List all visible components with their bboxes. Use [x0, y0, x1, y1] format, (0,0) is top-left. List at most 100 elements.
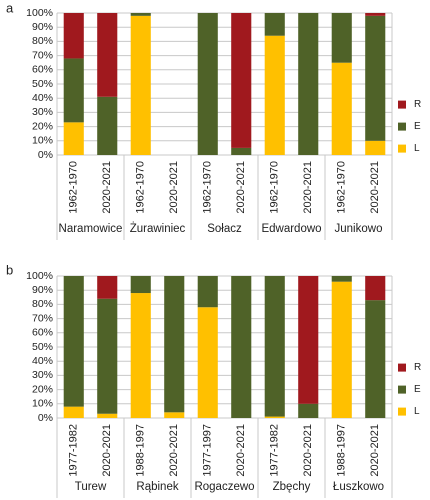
- x-tick-label: 2020-2021: [302, 424, 314, 477]
- x-tick-label: 1962-1970: [336, 161, 348, 214]
- bar-segment: [264, 276, 285, 417]
- group-label: Żurawiniec: [130, 222, 186, 235]
- bar-segment: [63, 58, 84, 123]
- x-tick-label: 1988-1997: [336, 424, 348, 477]
- y-tick-label: 90%: [32, 284, 53, 296]
- bar-segment: [197, 307, 218, 418]
- bar-segment: [331, 281, 352, 418]
- bar-segment: [63, 406, 84, 418]
- y-tick-label: 30%: [32, 106, 53, 118]
- bar-segment: [97, 13, 118, 97]
- y-tick-label: 10%: [32, 398, 53, 410]
- legend-swatch: [398, 385, 406, 394]
- y-tick-label: 80%: [32, 35, 53, 47]
- group-label: Łuszkowo: [333, 481, 384, 493]
- y-tick-label: 80%: [32, 298, 53, 310]
- bar-segment: [231, 276, 252, 418]
- bar-segment: [298, 13, 319, 155]
- x-tick-label: 1977-1982: [269, 424, 281, 477]
- y-tick-label: 100%: [26, 7, 53, 19]
- x-tick-label: 1962-1970: [68, 161, 80, 214]
- bar-segment: [298, 403, 319, 418]
- y-tick-label: 60%: [32, 327, 53, 339]
- x-tick-label: 2020-2021: [101, 161, 113, 214]
- group-label: Junikowo: [335, 223, 383, 235]
- bar-segment: [331, 276, 352, 282]
- legend-label: L: [414, 406, 420, 417]
- x-tick-label: 2020-2021: [168, 161, 180, 214]
- panel-label: a: [6, 0, 14, 15]
- group-label: Turew: [75, 481, 107, 493]
- y-tick-label: 10%: [32, 135, 53, 147]
- legend-swatch: [398, 407, 406, 416]
- bar-segment: [298, 276, 319, 404]
- x-tick-label: 2020-2021: [369, 424, 381, 477]
- bar-segment: [197, 13, 218, 155]
- x-tick-label: 1962-1970: [202, 161, 214, 214]
- y-tick-label: 40%: [32, 355, 53, 367]
- group-label: Sołacz: [207, 223, 242, 235]
- legend-label: E: [414, 121, 421, 132]
- legend-swatch: [398, 122, 406, 131]
- bar-segment: [197, 276, 218, 308]
- bar-segment: [231, 147, 252, 155]
- bar-segment: [365, 276, 386, 301]
- y-tick-label: 0%: [38, 149, 53, 161]
- y-tick-label: 70%: [32, 49, 53, 61]
- y-tick-label: 0%: [38, 412, 53, 424]
- bar-segment: [331, 13, 352, 63]
- bar-segment: [365, 15, 386, 141]
- bar-segment: [63, 13, 84, 59]
- x-tick-label: 1977-1982: [68, 424, 80, 477]
- x-tick-label: 2020-2021: [369, 161, 381, 214]
- bar-segment: [97, 276, 118, 299]
- bar-segment: [130, 293, 151, 418]
- y-tick-label: 90%: [32, 21, 53, 33]
- y-tick-label: 20%: [32, 383, 53, 395]
- group-label: Naramowice: [59, 223, 123, 235]
- x-tick-label: 2020-2021: [235, 161, 247, 214]
- legend-swatch: [398, 144, 406, 153]
- bar-segment: [164, 412, 185, 418]
- y-tick-label: 50%: [32, 341, 53, 353]
- legend-label: E: [414, 384, 421, 395]
- legend-label: R: [414, 99, 421, 110]
- y-tick-label: 100%: [26, 270, 53, 282]
- bar-segment: [264, 35, 285, 155]
- bar-segment: [97, 413, 118, 418]
- x-tick-label: 1962-1970: [269, 161, 281, 214]
- y-tick-label: 50%: [32, 78, 53, 90]
- x-tick-label: 2020-2021: [101, 424, 113, 477]
- bar-segment: [331, 62, 352, 156]
- bar-segment: [130, 13, 151, 16]
- bar-segment: [365, 13, 386, 16]
- bar-segment: [130, 276, 151, 294]
- legend-label: L: [414, 143, 420, 154]
- bar-segment: [63, 122, 84, 155]
- bar-segment: [63, 276, 84, 407]
- y-tick-label: 40%: [32, 92, 53, 104]
- legend-swatch: [398, 363, 406, 372]
- x-tick-label: 2020-2021: [302, 161, 314, 214]
- bar-segment: [97, 298, 118, 414]
- bar-segment: [164, 276, 185, 413]
- bar-segment: [231, 13, 252, 148]
- y-tick-label: 60%: [32, 64, 53, 76]
- group-label: Rogaczewo: [194, 481, 254, 493]
- group-label: Zbęchy: [273, 481, 311, 493]
- bar-segment: [130, 15, 151, 156]
- x-tick-label: 2020-2021: [235, 424, 247, 477]
- y-tick-label: 70%: [32, 312, 53, 324]
- y-tick-label: 30%: [32, 369, 53, 381]
- group-label: Edwardowo: [261, 223, 321, 235]
- y-tick-label: 20%: [32, 120, 53, 132]
- x-tick-label: 1988-1997: [135, 424, 147, 477]
- bar-segment: [264, 416, 285, 418]
- panel-label: b: [6, 262, 13, 277]
- group-label: Rąbinek: [136, 481, 178, 493]
- bar-segment: [97, 96, 118, 155]
- bar-segment: [365, 140, 386, 155]
- bar-segment: [264, 13, 285, 36]
- legend-swatch: [398, 100, 406, 109]
